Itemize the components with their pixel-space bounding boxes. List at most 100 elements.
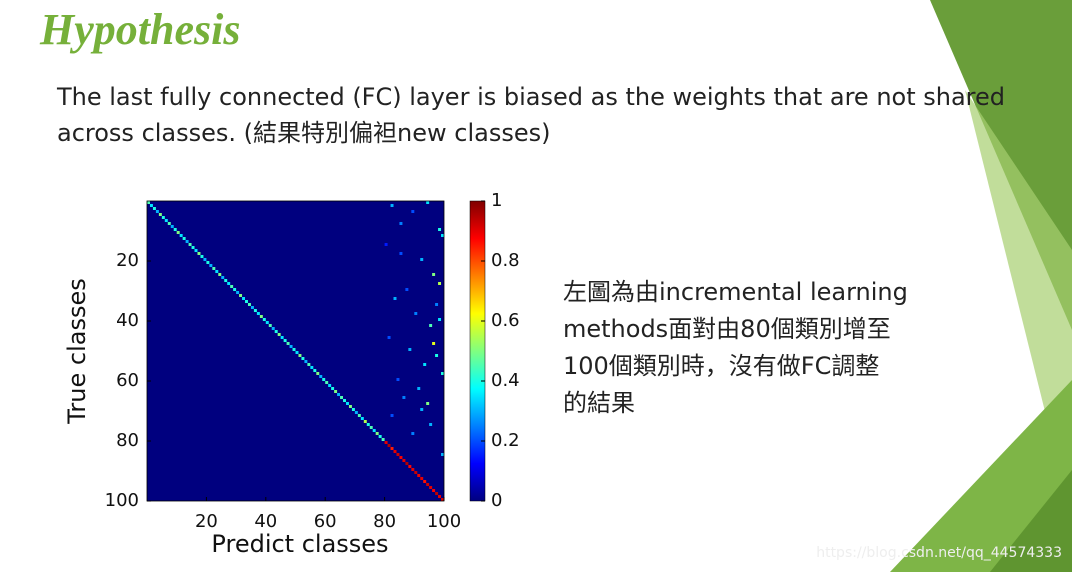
heatmap-cell	[280, 336, 284, 339]
heatmap-cell	[271, 327, 275, 330]
heatmap-cell	[369, 426, 373, 429]
heatmap-cell	[393, 450, 397, 453]
heatmap-cell	[152, 207, 156, 210]
heatmap-cell	[170, 225, 174, 228]
colorbar	[469, 200, 486, 502]
heatmap-cell	[423, 363, 427, 366]
heatmap-cell	[345, 402, 349, 405]
heatmap-cell	[417, 387, 421, 390]
x-axis-label: Predict classes	[211, 530, 388, 558]
heatmap-cell	[236, 291, 240, 294]
heatmap-cell	[200, 255, 204, 258]
side-line: 左圖為由incremental learning	[563, 278, 908, 306]
heatmap-cell	[381, 438, 385, 441]
deco	[890, 380, 1072, 572]
heatmap-cell	[173, 228, 177, 231]
heatmap-cell	[239, 294, 243, 297]
heatmap-cell	[161, 216, 165, 219]
heatmap-cell	[417, 474, 421, 477]
heatmap-cell	[292, 348, 296, 351]
heatmap-cell	[411, 432, 415, 435]
colorbar-tick-label: 0.2	[491, 430, 520, 451]
heatmap-cell	[158, 213, 162, 216]
heatmap-cell	[283, 339, 287, 342]
heatmap-cell	[268, 324, 272, 327]
heatmap-cell	[438, 282, 442, 285]
heatmap-cell	[390, 204, 394, 207]
heatmap-cell	[429, 423, 433, 426]
side-line: 的結果	[563, 389, 635, 417]
heatmap-cell	[331, 387, 335, 390]
heatmap-cell	[274, 330, 278, 333]
heatmap-cell	[167, 222, 171, 225]
x-tick-label: 100	[427, 511, 461, 532]
heatmap-cell	[245, 300, 248, 303]
heatmap-cell	[426, 483, 430, 486]
heatmap-cell	[289, 345, 293, 348]
heatmap-cell	[253, 309, 257, 312]
heatmap-cell	[411, 468, 415, 471]
heatmap-cell	[396, 453, 400, 456]
heatmap-cell	[405, 462, 409, 465]
heatmap-cell	[233, 288, 237, 291]
heatmap-cell	[340, 396, 344, 399]
heatmap-cell	[242, 297, 246, 300]
heatmap-cell	[277, 333, 281, 336]
heatmap-cell	[206, 261, 210, 264]
heatmap-cell	[354, 411, 358, 414]
heatmap-cell	[164, 219, 168, 222]
heatmap-cell	[325, 381, 329, 384]
heatmap-cell	[393, 297, 397, 300]
heatmap-cell	[435, 303, 439, 306]
heatmap-cell	[188, 243, 192, 246]
heatmap-cell	[390, 414, 394, 417]
heatmap-cell	[435, 354, 439, 357]
heatmap-cell	[194, 249, 198, 252]
heatmap-cell	[438, 228, 442, 231]
heatmap-cell	[182, 237, 186, 240]
heatmap-cell	[372, 429, 376, 432]
heatmap-cell	[390, 447, 394, 450]
heatmap-cell	[298, 354, 302, 357]
y-tick-label: 80	[116, 430, 139, 451]
heatmap-cell	[420, 258, 424, 261]
heatmap-cell	[191, 246, 195, 249]
heatmap-cell	[402, 459, 406, 462]
heatmap-cell	[360, 417, 364, 420]
heatmap-cell	[399, 456, 403, 459]
colorbar-tick-label: 0	[491, 490, 502, 511]
heatmap-cell	[221, 276, 225, 279]
heatmap-cell	[179, 234, 183, 237]
slide-title: Hypothesis	[39, 5, 240, 54]
colorbar-tick-label: 0.4	[491, 370, 520, 391]
heatmap-cell	[441, 453, 444, 456]
heatmap-cell	[316, 372, 320, 375]
side-line: methods面對由80個類別增至	[563, 315, 891, 343]
heatmap-cell	[387, 336, 391, 339]
heatmap-cell	[414, 312, 418, 315]
deco	[990, 470, 1072, 572]
heatmap-cell	[348, 405, 352, 408]
y-tick-label: 100	[105, 490, 139, 511]
heatmap-cell	[408, 465, 412, 468]
heatmap-cell	[209, 264, 213, 267]
heatmap-cell	[334, 390, 338, 393]
heatmap-cell	[227, 282, 231, 285]
heatmap-cell	[411, 210, 415, 213]
y-tick-label: 60	[116, 370, 139, 391]
heatmap-cell	[402, 396, 406, 399]
heatmap-cell	[405, 288, 409, 291]
side-line: 100個類別時，沒有做FC調整	[563, 352, 879, 380]
colorbar-tick-label: 0.8	[491, 250, 520, 271]
plot-frame	[146, 200, 445, 502]
heatmap-cell	[429, 324, 433, 327]
heatmap-cell	[438, 495, 442, 498]
heatmap-cell	[224, 279, 228, 282]
heatmap-cell	[399, 222, 403, 225]
y-tick-label: 20	[116, 250, 139, 271]
heatmap-cell	[441, 372, 444, 375]
heatmap-cell	[441, 234, 444, 237]
heatmap-cell	[432, 273, 436, 276]
heatmap-cell	[149, 204, 153, 207]
